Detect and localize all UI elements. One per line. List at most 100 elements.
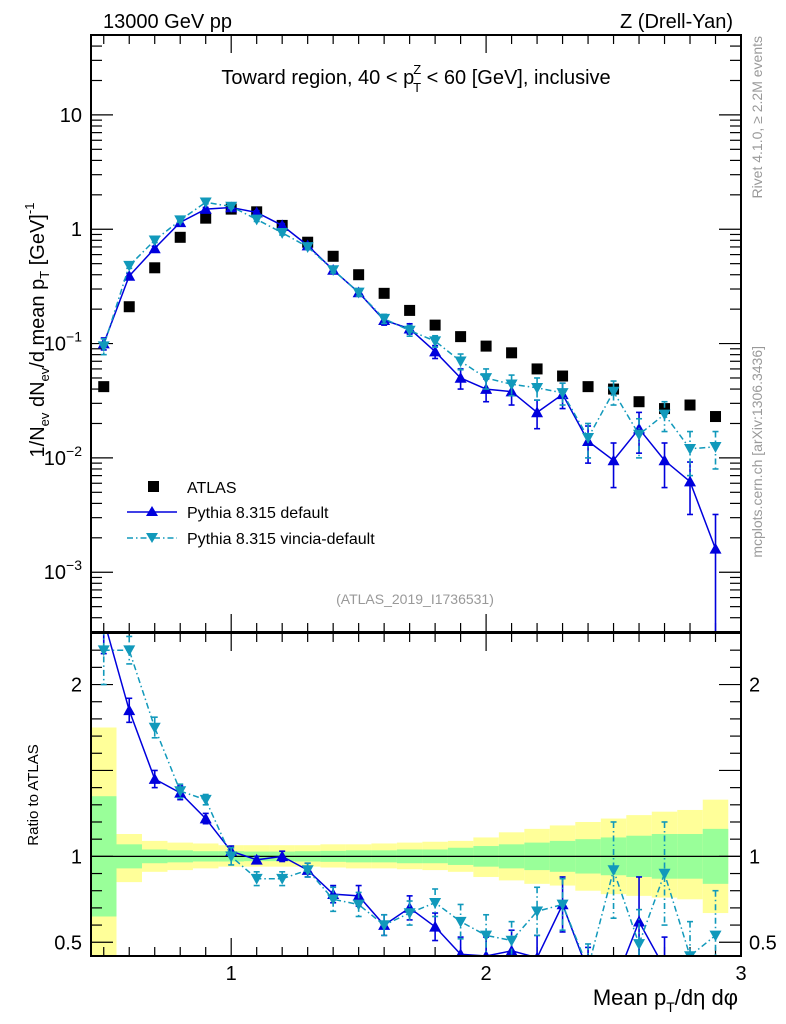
data-point bbox=[123, 260, 136, 272]
rivet-version-label: Rivet 4.1.0, ≥ 2.2M events bbox=[749, 36, 765, 199]
data-point bbox=[123, 269, 136, 281]
ratio-data-point bbox=[454, 916, 467, 928]
ratio-data-point bbox=[352, 899, 365, 911]
ratio-data-point bbox=[659, 962, 671, 973]
data-point bbox=[607, 454, 620, 466]
data-point bbox=[684, 444, 697, 455]
legend-triangle-down-marker bbox=[146, 533, 158, 543]
main-title: Toward region, 40 < pZ T < 60 [GeV], incl… bbox=[221, 62, 610, 95]
beam-label: 13000 GeV pp bbox=[103, 11, 232, 33]
data-point-atlas bbox=[404, 304, 416, 316]
data-point bbox=[658, 454, 671, 466]
series-pythia-8-315-vincia-default bbox=[97, 197, 722, 477]
y-tick-label: 10 bbox=[60, 105, 82, 127]
data-point-atlas bbox=[98, 381, 110, 393]
ratio-data-point bbox=[276, 850, 289, 862]
ratio-data-point bbox=[97, 645, 110, 657]
data-point bbox=[403, 325, 416, 337]
legend-label: Pythia 8.315 vincia-default bbox=[187, 531, 375, 548]
ratio-data bbox=[97, 633, 722, 1021]
data-point-atlas bbox=[200, 212, 212, 224]
data-point bbox=[480, 373, 493, 384]
x-tick-label: 3 bbox=[735, 963, 746, 985]
legend-entry-pythia-default: Pythia 8.315 default bbox=[127, 505, 329, 522]
data-point bbox=[97, 341, 110, 353]
x-tick-label: 2 bbox=[481, 963, 492, 985]
ratio-data-point bbox=[429, 897, 442, 909]
ratio-y-tick-label-left: 1 bbox=[71, 846, 82, 868]
data-point bbox=[199, 197, 212, 209]
ratio-y-tick-label-left: 0.5 bbox=[54, 932, 82, 954]
data-point-atlas bbox=[174, 231, 186, 243]
data-point-atlas bbox=[531, 363, 543, 375]
data-point bbox=[607, 386, 620, 398]
ratio-ticks bbox=[91, 632, 742, 956]
data-point-atlas bbox=[710, 411, 722, 423]
legend-label: ATLAS bbox=[187, 480, 237, 497]
data-point bbox=[429, 336, 442, 348]
data-point bbox=[709, 442, 722, 453]
ratio-panel: 0.5 0.5 1 1 2 2 1 2 3 Ratio to ATLAS Mean pT/dη … bbox=[25, 632, 777, 1021]
data-point bbox=[531, 383, 544, 394]
ratio-data-point bbox=[301, 865, 314, 877]
data-point bbox=[556, 388, 569, 399]
data-point bbox=[327, 265, 340, 277]
data-point bbox=[505, 379, 518, 391]
data-point bbox=[352, 287, 365, 299]
data-point-atlas bbox=[455, 331, 467, 343]
ratio-data-point bbox=[709, 930, 722, 942]
ratio-data-point bbox=[556, 899, 569, 911]
ratio-series-pythia-8-315-vincia-default bbox=[97, 633, 722, 956]
ratio-data-point bbox=[505, 935, 518, 947]
series-line bbox=[102, 206, 717, 550]
ratio-series-pythia-8-315-default bbox=[100, 633, 722, 1021]
ratio-data-point bbox=[225, 851, 238, 863]
analysis-id: (ATLAS_2019_I1736531) bbox=[336, 591, 494, 607]
data-point bbox=[454, 356, 467, 368]
ratio-data-point bbox=[199, 812, 212, 824]
ratio-data-point bbox=[456, 948, 465, 956]
data-point bbox=[429, 345, 442, 357]
x-axis-label: Mean pT/dη dφ bbox=[593, 985, 738, 1015]
data-point bbox=[301, 242, 314, 253]
ratio-data-point bbox=[123, 645, 136, 657]
data-point-atlas bbox=[149, 262, 161, 274]
ratio-data-point bbox=[582, 965, 594, 976]
ratio-data-point bbox=[710, 1010, 722, 1021]
process-label: Z (Drell-Yan) bbox=[620, 11, 733, 33]
ratio-data-point bbox=[480, 930, 493, 942]
ratio-data-point bbox=[250, 853, 263, 865]
data-point-atlas bbox=[684, 399, 696, 411]
legend-entry-atlas: ATLAS bbox=[148, 480, 237, 497]
ratio-data-point bbox=[607, 865, 620, 877]
data-point bbox=[582, 432, 595, 444]
ratio-data-point bbox=[199, 794, 212, 806]
ratio-frame bbox=[90, 632, 742, 957]
data-point bbox=[276, 219, 289, 231]
ratio-bands bbox=[91, 727, 729, 956]
ratio-data-point bbox=[327, 894, 340, 906]
mcplots-label: mcplots.cern.ch [arXiv:1306.3436] bbox=[749, 346, 765, 558]
ratio-y-tick-label-right: 0.5 bbox=[749, 932, 777, 954]
data-point-atlas bbox=[353, 269, 365, 281]
legend-entry-pythia-vincia: Pythia 8.315 vincia-default bbox=[127, 531, 375, 548]
data-point-atlas bbox=[123, 301, 135, 313]
data-point bbox=[148, 242, 161, 254]
data-point bbox=[250, 214, 263, 226]
ratio-data-point bbox=[658, 868, 671, 880]
y-tick-label: 10−3 bbox=[44, 557, 82, 584]
ratio-data-point bbox=[684, 951, 697, 956]
data-point-atlas bbox=[327, 250, 339, 262]
data-point bbox=[709, 542, 722, 554]
ratio-tick-labels: 0.5 0.5 1 1 2 2 1 2 3 bbox=[54, 675, 777, 985]
data-point-atlas bbox=[557, 370, 569, 382]
data-point-atlas bbox=[429, 319, 441, 331]
ratio-data-point bbox=[403, 908, 416, 920]
y-tick-label: 10−1 bbox=[44, 329, 82, 356]
ratio-y-tick-label-right: 1 bbox=[749, 846, 760, 868]
data-point bbox=[684, 475, 697, 487]
ratio-data-point bbox=[174, 786, 187, 798]
main-data bbox=[97, 197, 722, 632]
ratio-data-point bbox=[148, 722, 161, 734]
